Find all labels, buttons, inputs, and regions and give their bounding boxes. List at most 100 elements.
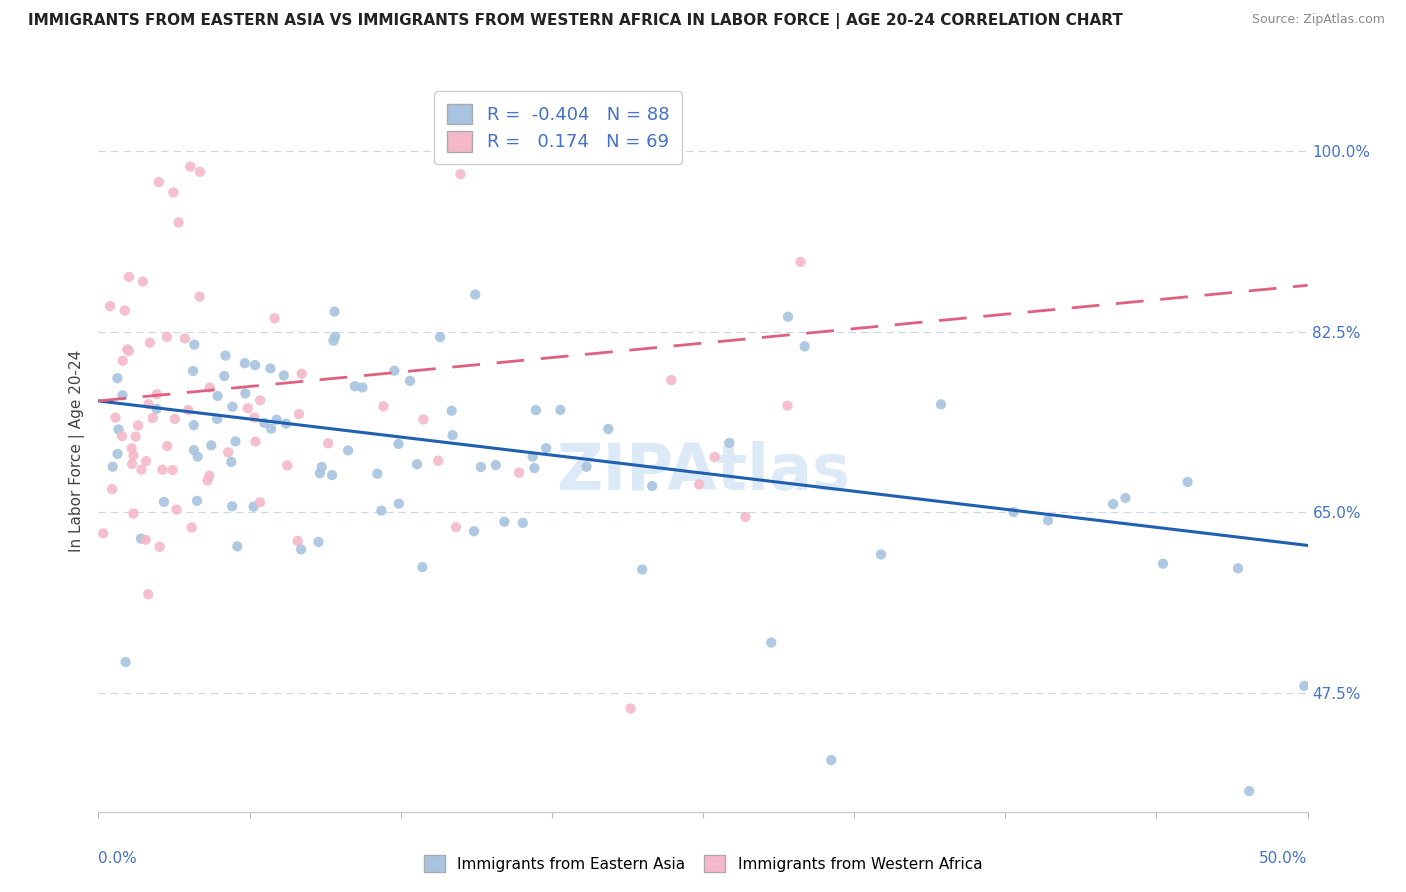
Point xyxy=(322,334,344,348)
Point xyxy=(598,422,620,436)
Point xyxy=(523,461,546,475)
Point xyxy=(464,287,486,301)
Point xyxy=(274,417,297,431)
Point xyxy=(1152,557,1174,571)
Point xyxy=(118,343,141,358)
Point xyxy=(98,299,121,313)
Point xyxy=(117,343,139,357)
Point xyxy=(688,477,710,491)
Point xyxy=(399,374,422,388)
Point xyxy=(186,493,208,508)
Point xyxy=(107,422,129,436)
Point xyxy=(153,495,176,509)
Point xyxy=(145,401,167,416)
Point xyxy=(104,410,127,425)
Point xyxy=(198,468,221,483)
Point xyxy=(200,438,222,452)
Point xyxy=(152,462,174,476)
Point xyxy=(793,339,815,353)
Point xyxy=(124,429,146,443)
Point xyxy=(444,520,467,534)
Point xyxy=(135,454,157,468)
Point xyxy=(337,443,360,458)
Point xyxy=(245,434,267,449)
Point xyxy=(114,655,136,669)
Point xyxy=(323,304,346,318)
Point xyxy=(127,418,149,433)
Text: 50.0%: 50.0% xyxy=(1260,851,1308,865)
Point xyxy=(734,510,756,524)
Point xyxy=(146,387,169,401)
Point xyxy=(387,437,409,451)
Point xyxy=(308,535,330,549)
Point xyxy=(820,753,842,767)
Point xyxy=(370,503,392,517)
Point xyxy=(631,563,654,577)
Point xyxy=(718,435,741,450)
Point xyxy=(263,311,285,326)
Point xyxy=(429,330,451,344)
Point xyxy=(388,497,411,511)
Point xyxy=(135,533,157,547)
Point xyxy=(205,412,228,426)
Point xyxy=(236,401,259,416)
Point xyxy=(308,467,330,481)
Point xyxy=(188,289,211,303)
Point xyxy=(156,330,179,344)
Point xyxy=(260,422,283,436)
Point xyxy=(287,533,309,548)
Point xyxy=(494,515,516,529)
Text: 0.0%: 0.0% xyxy=(98,851,138,865)
Point xyxy=(508,466,530,480)
Point xyxy=(323,330,346,344)
Point xyxy=(659,373,682,387)
Point xyxy=(167,215,190,229)
Point xyxy=(121,457,143,471)
Point xyxy=(101,459,124,474)
Point xyxy=(122,449,145,463)
Point xyxy=(91,526,114,541)
Point xyxy=(107,447,129,461)
Point xyxy=(1114,491,1136,505)
Point xyxy=(139,335,162,350)
Point xyxy=(550,403,572,417)
Point xyxy=(761,635,783,649)
Point xyxy=(107,371,129,385)
Point xyxy=(243,410,266,425)
Point xyxy=(166,502,188,516)
Point xyxy=(440,403,463,417)
Point xyxy=(463,524,485,539)
Point xyxy=(266,413,288,427)
Point xyxy=(253,416,276,430)
Point xyxy=(233,386,256,401)
Point xyxy=(217,445,239,459)
Point xyxy=(290,542,312,557)
Point xyxy=(929,397,952,411)
Point xyxy=(221,455,243,469)
Point xyxy=(291,367,314,381)
Point xyxy=(1237,784,1260,798)
Point xyxy=(163,412,186,426)
Point xyxy=(485,458,508,472)
Point xyxy=(180,520,202,534)
Point xyxy=(177,403,200,417)
Point xyxy=(224,434,246,449)
Point xyxy=(138,397,160,411)
Point xyxy=(129,532,152,546)
Point xyxy=(198,380,221,394)
Point xyxy=(1036,513,1059,527)
Point xyxy=(131,462,153,476)
Point xyxy=(226,540,249,554)
Point xyxy=(111,429,134,443)
Point xyxy=(1177,475,1199,489)
Point xyxy=(406,457,429,471)
Point xyxy=(259,361,281,376)
Point xyxy=(619,701,641,715)
Point xyxy=(156,439,179,453)
Point xyxy=(179,160,201,174)
Point xyxy=(114,303,136,318)
Point xyxy=(412,412,434,426)
Point xyxy=(1294,679,1316,693)
Point xyxy=(273,368,295,383)
Point xyxy=(142,411,165,425)
